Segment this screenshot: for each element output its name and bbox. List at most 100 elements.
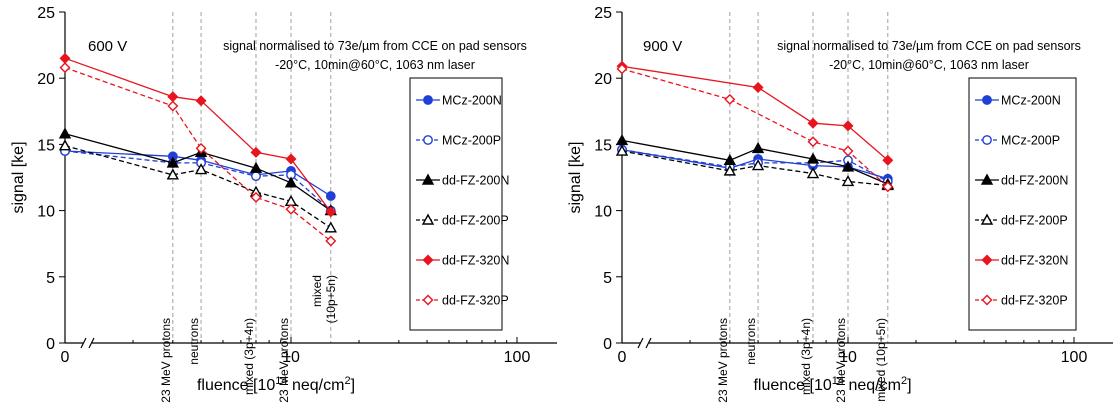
legend-label: dd-FZ-320P	[1001, 294, 1068, 308]
fluence-line-label: neutrons	[744, 318, 758, 365]
data-point-MCz-200P	[251, 171, 261, 182]
data-point-dd-FZ-320N	[59, 52, 71, 64]
data-point-dd-FZ-200P	[166, 168, 180, 180]
x-axis-label-part: fluence [10	[753, 377, 831, 394]
data-point-dd-FZ-320P	[616, 63, 628, 75]
data-point-dd-FZ-320N	[285, 153, 297, 165]
data-point-dd-FZ-320N	[807, 117, 819, 129]
chart-note-line2: -20°C, 10min@60°C, 1063 nm laser	[275, 58, 475, 72]
legend-label: dd-FZ-320N	[442, 254, 509, 268]
data-point-dd-FZ-200P	[841, 175, 855, 187]
legend-label: dd-FZ-320N	[1001, 254, 1068, 268]
y-axis-label: signal [ke]	[10, 141, 27, 213]
y-tick-label: 5	[46, 270, 55, 287]
x-axis-label-part: neq/cm	[844, 377, 901, 394]
series-line-dd-FZ-200N	[621, 139, 889, 185]
y-axis-label: signal [ke]	[567, 141, 584, 213]
legend-label: MCz-200N	[1001, 94, 1061, 108]
fluence-line-label: 23 MeV protons	[277, 318, 291, 403]
fluence-line-label: 23 MeV protons	[716, 318, 730, 403]
data-point-dd-FZ-320N	[752, 81, 764, 93]
legend-label: dd-FZ-200N	[1001, 174, 1068, 188]
series-line-dd-FZ-320N	[64, 57, 332, 213]
x-axis-label-sup: 14	[275, 375, 287, 387]
axis-break-mark	[88, 337, 95, 349]
axis-break-gap	[83, 339, 92, 347]
chart-note-line1: signal normalised to 73e/µm from CCE on …	[223, 39, 527, 53]
data-point-dd-FZ-200N	[249, 161, 263, 173]
series-line-MCz-200P	[621, 149, 889, 183]
fluence-line-label: 23 MeV protons	[159, 318, 173, 403]
data-point-dd-FZ-320P	[842, 145, 854, 157]
data-point-dd-FZ-320P	[724, 93, 736, 105]
data-point-dd-FZ-320P	[325, 235, 337, 247]
y-tick-label: 5	[603, 270, 612, 287]
series-line-dd-FZ-320P	[621, 68, 889, 188]
legend-marker	[422, 294, 434, 306]
data-point-dd-FZ-320P	[167, 100, 179, 112]
y-tick-label: 0	[603, 336, 612, 353]
fluence-line-label: (10p+5n)	[324, 275, 338, 323]
data-point-dd-FZ-200P	[723, 164, 737, 176]
data-point-dd-FZ-320N	[325, 206, 337, 218]
x-tick-label: 10	[839, 349, 857, 366]
data-point-dd-FZ-200P	[194, 163, 208, 175]
series-line-dd-FZ-320P	[64, 66, 332, 242]
data-point-dd-FZ-200N	[166, 156, 180, 168]
legend-label: dd-FZ-200P	[1001, 214, 1068, 228]
legend-marker	[422, 254, 434, 266]
legend-marker	[982, 135, 992, 145]
x-axis-label-sup: 2	[901, 375, 907, 387]
y-tick-label: 10	[37, 204, 55, 221]
fluence-line-label: mixed (3p+4n)	[242, 318, 256, 395]
legend-marker	[980, 213, 994, 225]
axis-break-gap	[640, 339, 649, 347]
legend-label: MCz-200P	[442, 134, 501, 148]
data-point-dd-FZ-200N	[723, 153, 737, 165]
data-point-dd-FZ-320N	[842, 120, 854, 132]
y-tick-label: 25	[37, 5, 55, 22]
fluence-line-label: mixed (3p+4n)	[799, 318, 813, 395]
series-line-MCz-200N	[621, 149, 888, 180]
x-axis-label-sup: 2	[344, 375, 350, 387]
data-point-dd-FZ-320N	[167, 91, 179, 103]
legend-marker	[421, 173, 435, 185]
data-point-dd-FZ-200N	[751, 141, 765, 154]
data-point-dd-FZ-200N	[806, 152, 820, 164]
data-point-dd-FZ-200P	[58, 139, 72, 151]
x-tick-label: 0	[618, 349, 627, 366]
series-line-MCz-200P	[64, 150, 332, 212]
series-line-MCz-200N	[64, 150, 332, 197]
data-point-dd-FZ-320P	[59, 62, 71, 74]
data-point-dd-FZ-320P	[250, 191, 262, 203]
x-axis-label-part: fluence [10	[197, 377, 275, 394]
voltage-label: 900 V	[643, 38, 682, 55]
legend-marker	[981, 294, 993, 306]
x-axis-label-sup: 14	[832, 375, 844, 387]
legend-marker	[423, 135, 433, 145]
data-point-dd-FZ-320P	[195, 142, 207, 154]
fluence-line-label: mixed (10p+5n)	[874, 318, 888, 402]
data-point-dd-FZ-200N	[841, 160, 855, 172]
data-point-dd-FZ-200P	[806, 167, 820, 179]
x-tick-label: 100	[504, 349, 531, 366]
y-tick-label: 10	[594, 204, 612, 221]
legend-box	[968, 77, 1077, 331]
chart-note-line1: signal normalised to 73e/µm from CCE on …	[777, 39, 1081, 53]
x-axis-label-part: ]	[351, 377, 355, 394]
x-axis-label: fluence [1014 neq/cm2]	[197, 375, 355, 394]
y-tick-label: 15	[37, 137, 55, 154]
x-axis-label: fluence [1014 neq/cm2]	[753, 375, 911, 394]
chart-panel-2: 23 MeV protons neutrons mixed (3p+4n) 23 Me…	[567, 5, 1113, 403]
legend-marker	[421, 213, 435, 225]
legend-marker	[423, 95, 433, 105]
legend-marker	[981, 254, 993, 266]
x-tick-label: 0	[61, 349, 70, 366]
series-line-dd-FZ-200P	[621, 150, 888, 187]
chart-note-line2: -20°C, 10min@60°C, 1063 nm laser	[829, 58, 1029, 72]
axis-break-mark	[645, 337, 652, 349]
series-line-dd-FZ-200P	[64, 145, 332, 229]
axis-break-mark	[637, 337, 644, 349]
legend-marker	[982, 95, 992, 105]
